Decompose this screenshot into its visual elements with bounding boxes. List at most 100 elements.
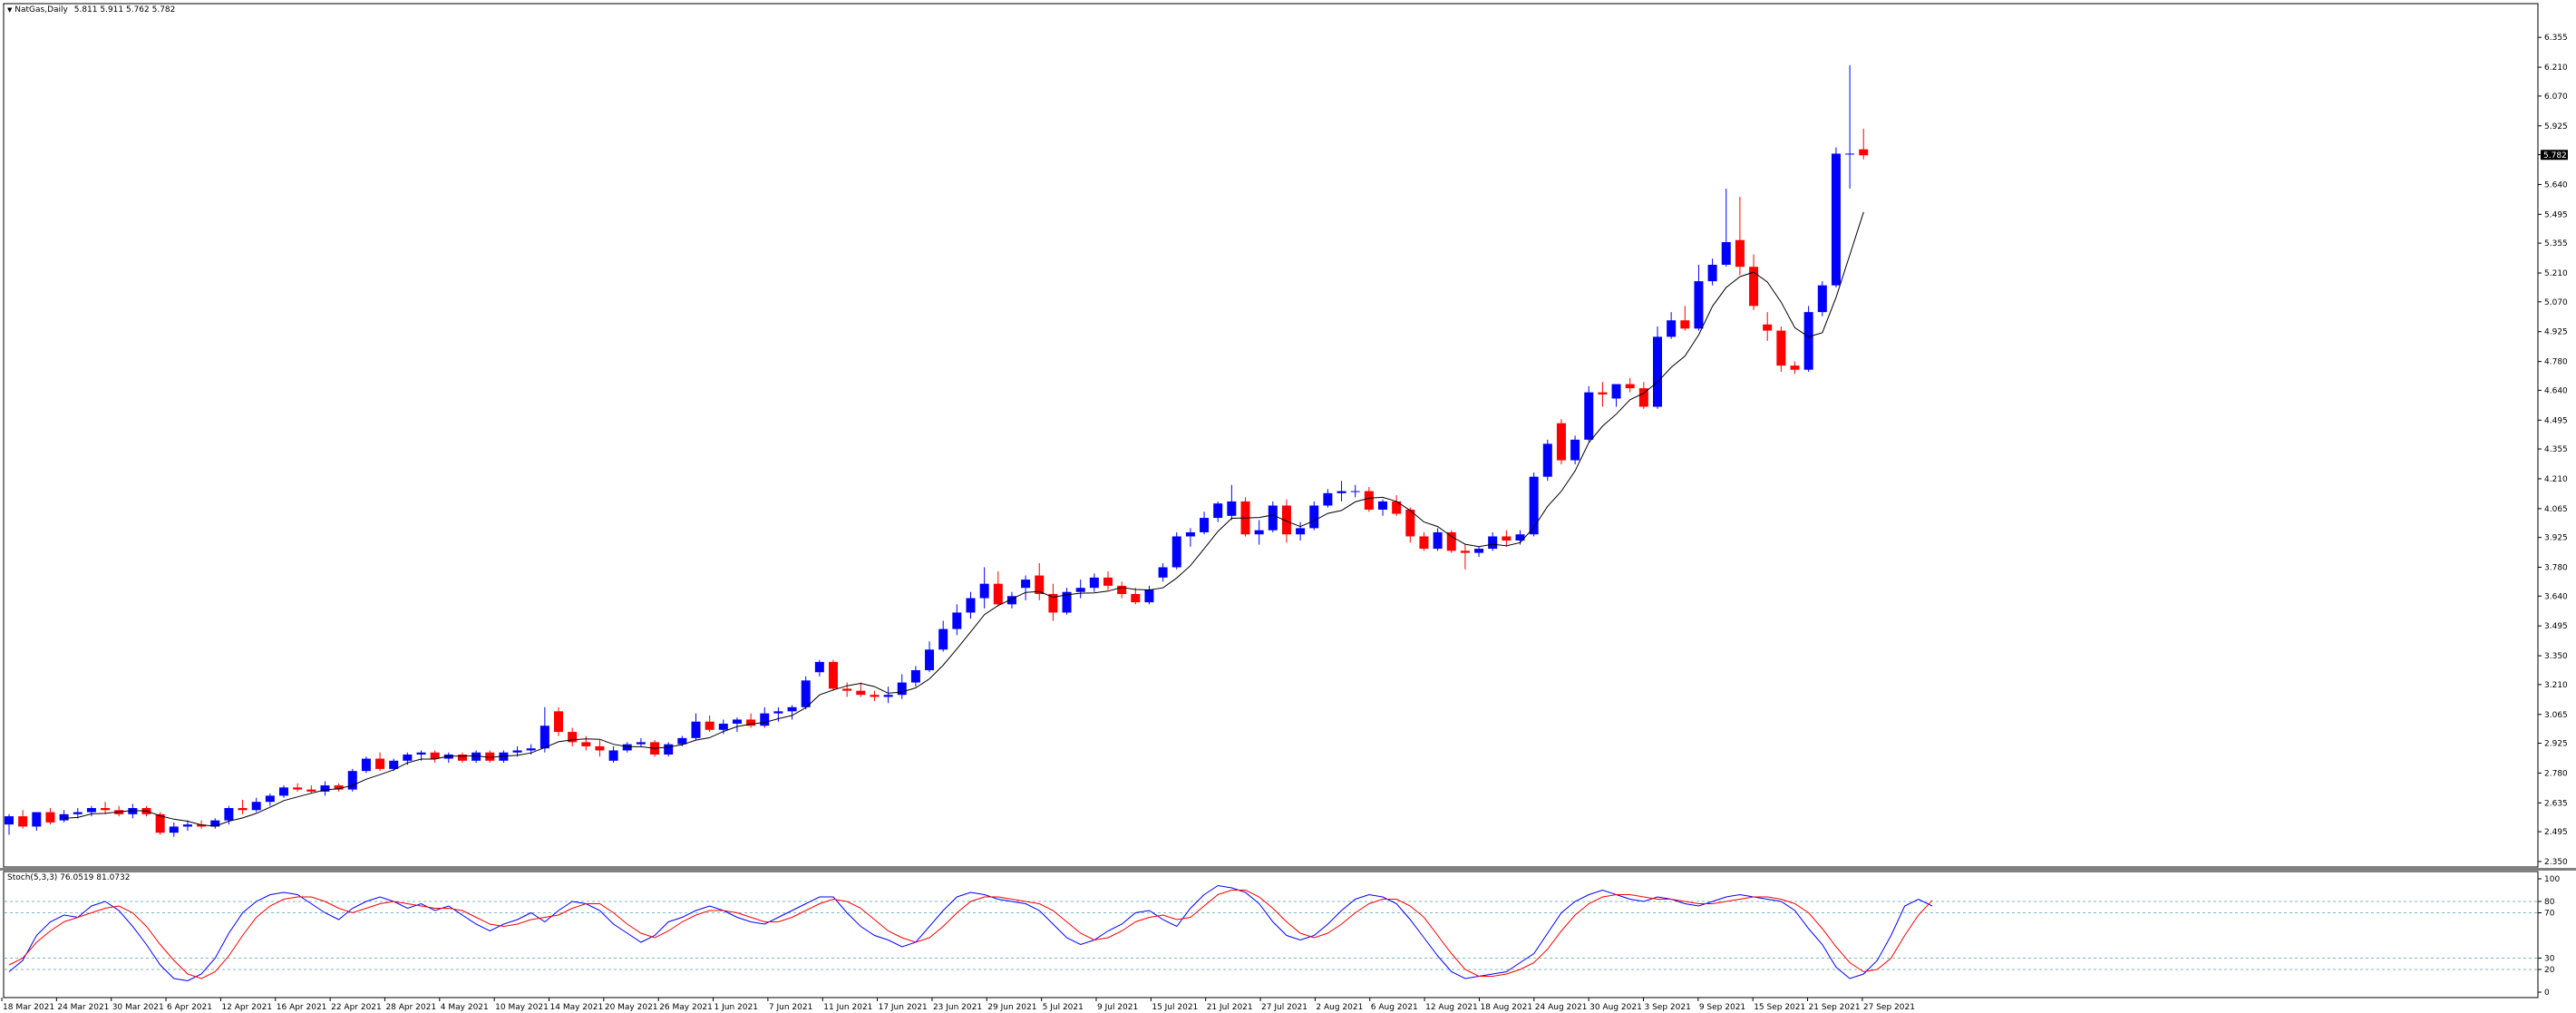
candle [265, 794, 275, 806]
candle-body [1296, 528, 1306, 535]
date-tick-label: 14 May 2021 [550, 1003, 604, 1012]
candle [608, 745, 618, 764]
candle-body [1213, 503, 1223, 519]
date-tick-label: 7 Jun 2021 [769, 1003, 812, 1012]
candle-body [1845, 153, 1855, 155]
price-tick-label: 2.925 [2544, 740, 2568, 749]
candle [773, 706, 783, 722]
candle-body [1474, 549, 1484, 553]
candle [1667, 312, 1677, 339]
price-tick-label: 3.210 [2544, 681, 2568, 690]
candle [1171, 531, 1181, 570]
candle-body [361, 758, 371, 772]
date-tick-label: 24 Aug 2021 [1535, 1003, 1588, 1012]
candle [1625, 377, 1635, 393]
date-tick-label: 9 Jul 2021 [1097, 1003, 1138, 1012]
symbol-label: NatGas,Daily [15, 5, 68, 15]
candle-body [966, 598, 976, 613]
candle [581, 735, 591, 751]
candle [705, 715, 714, 733]
candle-body [485, 752, 495, 761]
candle [18, 810, 28, 829]
candle-body [1460, 550, 1470, 553]
candle-body [1006, 596, 1016, 605]
candle [443, 752, 453, 764]
candle-body [182, 824, 192, 827]
candle [595, 740, 605, 757]
candle-body [1831, 153, 1841, 286]
candle [485, 750, 495, 764]
date-tick-label: 22 Apr 2021 [331, 1003, 382, 1012]
candle-body [938, 628, 948, 650]
stoch-tick-label: 20 [2544, 966, 2555, 975]
candle-body [1323, 492, 1333, 506]
date-axis: 18 Mar 2021 24 Mar 2021 30 Mar 2021 6 Apr 2… [1, 998, 1915, 1012]
candle-body [856, 690, 866, 696]
candle [1598, 382, 1608, 407]
candle [636, 737, 646, 746]
candle [1350, 484, 1360, 498]
candle-body [32, 812, 42, 827]
candle-body [1405, 509, 1415, 537]
candle [1488, 531, 1498, 551]
moving-average-line [63, 211, 1864, 827]
candle-body [870, 695, 880, 697]
price-tick-label: 5.925 [2544, 122, 2568, 131]
candle-body [1625, 384, 1635, 389]
candle [457, 752, 467, 764]
candle [224, 805, 234, 825]
date-tick-label: 4 May 2021 [441, 1003, 489, 1012]
candle-body [1584, 392, 1594, 440]
date-tick-label: 26 May 2021 [659, 1003, 713, 1012]
current-price-tag-bg [2541, 150, 2568, 161]
candle-body [1502, 536, 1512, 541]
candle-body [1227, 501, 1237, 516]
candle [45, 808, 55, 825]
candle-body [1515, 534, 1525, 541]
stochastic-layer [8, 884, 1933, 982]
stoch-tick-label: 80 [2544, 898, 2555, 907]
current-price-tag: 5.782 [2541, 150, 2568, 161]
candle-body [787, 706, 797, 712]
candle [361, 756, 371, 774]
candle-body [265, 795, 275, 803]
collapse-triangle-icon[interactable]: ▼ [7, 6, 13, 14]
candle-body [1776, 330, 1786, 366]
date-tick-label: 29 Jun 2021 [987, 1003, 1036, 1012]
candle [1296, 521, 1306, 541]
candle [101, 802, 111, 814]
main-header: ▼ NatGas,Daily 5.811 5.911 5.762 5.782 [7, 5, 175, 15]
price-tick-label: 4.210 [2544, 475, 2568, 484]
candle [622, 742, 632, 753]
candle [1323, 489, 1333, 508]
candle [568, 727, 578, 746]
candle-body [197, 824, 207, 827]
candle [279, 785, 288, 798]
candle-body [320, 785, 330, 792]
candle [73, 808, 83, 819]
price-tick-label: 5.210 [2544, 269, 2568, 278]
date-tick-label: 27 Jul 2021 [1261, 1003, 1307, 1012]
candle-body [1638, 388, 1648, 407]
candle [1680, 306, 1690, 331]
date-tick-label: 21 Jul 2021 [1207, 1003, 1253, 1012]
candle [952, 604, 962, 636]
date-tick-label: 3 Sep 2021 [1645, 1003, 1691, 1012]
candle [1556, 419, 1566, 465]
stoch-header: Stoch(5,3,3) 76.0519 81.0732 [7, 873, 130, 883]
stoch-pane-frame [3, 871, 2539, 998]
candle [1749, 254, 1759, 310]
price-tick-label: 3.780 [2544, 564, 2568, 573]
candle [1721, 188, 1731, 268]
candle [471, 750, 481, 764]
ohlc-values: 5.811 5.911 5.762 5.782 [73, 5, 176, 15]
candle [1200, 511, 1210, 535]
candle [1158, 562, 1168, 582]
candle-body [1268, 505, 1278, 531]
candle-body [1089, 577, 1099, 589]
date-tick-label: 2 Aug 2021 [1316, 1003, 1363, 1012]
candle-body [1144, 589, 1154, 603]
candle [389, 758, 399, 772]
candle [1859, 128, 1869, 160]
candle-body [1392, 501, 1402, 514]
